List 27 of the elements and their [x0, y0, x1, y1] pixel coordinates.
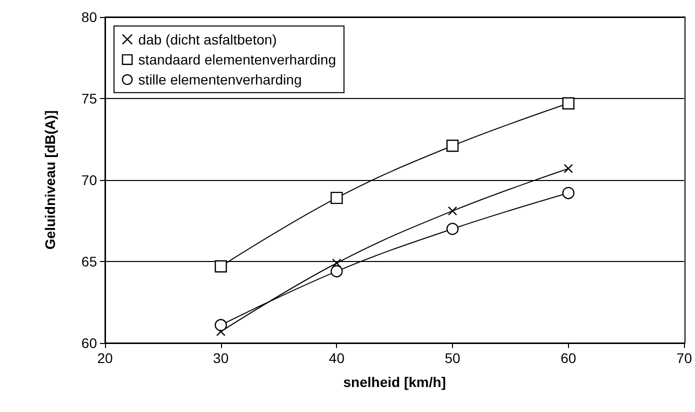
point	[448, 206, 458, 216]
y-axis-title: Geluidniveau [dB(A)]	[42, 110, 58, 250]
x-tick-label: 70	[676, 350, 692, 366]
point	[446, 140, 459, 152]
x-tick-label: 60	[560, 350, 576, 366]
point	[332, 258, 342, 268]
point	[330, 192, 343, 204]
x-axis-title: snelheid [km/h]	[343, 374, 446, 390]
point	[564, 164, 573, 174]
x-tick-label: 30	[213, 350, 229, 366]
x-tick-label: 20	[97, 350, 113, 366]
x-tick-label: 40	[328, 350, 345, 366]
point	[562, 186, 574, 200]
y-tick-label: 70	[81, 172, 98, 188]
point	[562, 97, 574, 110]
y-tick-label: 75	[81, 90, 98, 106]
legend-label: dab (dicht asfaltbeton)	[138, 31, 277, 48]
x-tick-label: 50	[444, 350, 461, 366]
point	[330, 265, 343, 278]
y-tick-label: 80	[81, 9, 98, 25]
legend-label: stille elementenverharding	[138, 72, 302, 88]
point	[214, 260, 227, 272]
legend-label: standaard elementenverharding	[138, 52, 336, 68]
point	[214, 318, 227, 332]
y-tick-label: 65	[81, 254, 98, 270]
point	[446, 222, 459, 235]
y-tick-label: 60	[81, 335, 98, 351]
